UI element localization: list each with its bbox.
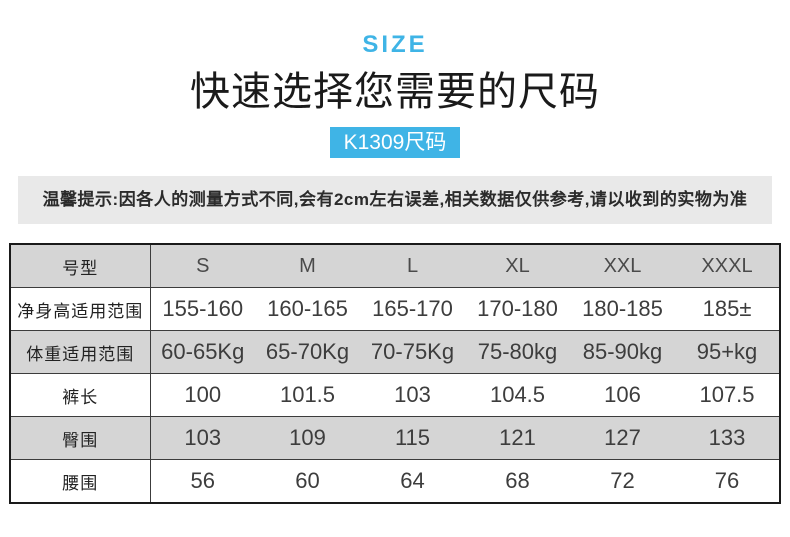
row-label: 臀围 xyxy=(10,416,151,460)
page-title: 快速选择您需要的尺码 xyxy=(190,70,600,114)
size-cell: 104.5 xyxy=(465,373,570,417)
row-label: 裤长 xyxy=(10,373,151,417)
column-header-m: M xyxy=(299,254,316,277)
size-cell: 85-90kg xyxy=(570,330,675,374)
size-cell: 101.5 xyxy=(255,373,360,417)
size-cell: 160-165 xyxy=(255,287,360,331)
size-cell: 60 xyxy=(255,459,360,503)
size-cell: 109 xyxy=(255,416,360,460)
size-cell: 64 xyxy=(360,459,465,503)
size-cell: 56 xyxy=(150,459,255,503)
column-header-l: L xyxy=(406,254,419,277)
size-cell: 60-65Kg xyxy=(150,330,255,374)
size-cell: 103 xyxy=(150,416,255,460)
size-cell: 127 xyxy=(570,416,675,460)
table-row-hip: 臀围 103 109 115 121 127 133 xyxy=(10,416,780,460)
column-header-xxl: XXL xyxy=(603,254,642,277)
size-cell: 155-160 xyxy=(150,287,255,331)
size-cell: 68 xyxy=(465,459,570,503)
size-heading: SIZE xyxy=(362,31,428,58)
table-row-height-range: 净身高适用范围 155-160 160-165 165-170 170-180 … xyxy=(10,287,780,331)
column-header-xxxl: XXXL xyxy=(701,254,753,277)
size-cell: 165-170 xyxy=(360,287,465,331)
size-cell: 75-80kg xyxy=(465,330,570,374)
column-header-size-type: 号型 xyxy=(10,244,151,288)
size-cell: 95+kg xyxy=(675,330,780,374)
badge-container: K1309尺码 xyxy=(0,127,790,158)
row-label: 体重适用范围 xyxy=(10,330,151,374)
size-cell: 72 xyxy=(570,459,675,503)
size-cell: 103 xyxy=(360,373,465,417)
size-cell: 180-185 xyxy=(570,287,675,331)
size-cell: 121 xyxy=(465,416,570,460)
size-cell: 100 xyxy=(150,373,255,417)
notice-bar: 温馨提示:因各人的测量方式不同,会有2cm左右误差,相关数据仅供参考,请以收到的… xyxy=(18,176,772,224)
size-cell: 65-70Kg xyxy=(255,330,360,374)
row-label: 净身高适用范围 xyxy=(10,287,151,331)
table-row-waist: 腰围 56 60 64 68 72 76 xyxy=(10,459,780,503)
size-cell: 106 xyxy=(570,373,675,417)
product-code-badge: K1309尺码 xyxy=(329,127,461,158)
size-cell: 170-180 xyxy=(465,287,570,331)
row-label: 腰围 xyxy=(10,459,151,503)
size-cell: 76 xyxy=(675,459,780,503)
table-row-weight-range: 体重适用范围 60-65Kg 65-70Kg 70-75Kg 75-80kg 8… xyxy=(10,330,780,374)
column-header-xl: XL xyxy=(505,254,530,277)
table-header-row: 号型 S M L XL XXL XXXL xyxy=(10,244,780,288)
size-cell: 115 xyxy=(360,416,465,460)
size-cell: 70-75Kg xyxy=(360,330,465,374)
table-row-pants-length: 裤长 100 101.5 103 104.5 106 107.5 xyxy=(10,373,780,417)
size-cell: 107.5 xyxy=(675,373,780,417)
size-cell: 133 xyxy=(675,416,780,460)
column-header-s: S xyxy=(196,254,210,277)
size-cell: 185± xyxy=(675,287,780,331)
size-table: 号型 S M L XL XXL XXXL 净身高适用范围 155-160 160… xyxy=(9,243,781,504)
